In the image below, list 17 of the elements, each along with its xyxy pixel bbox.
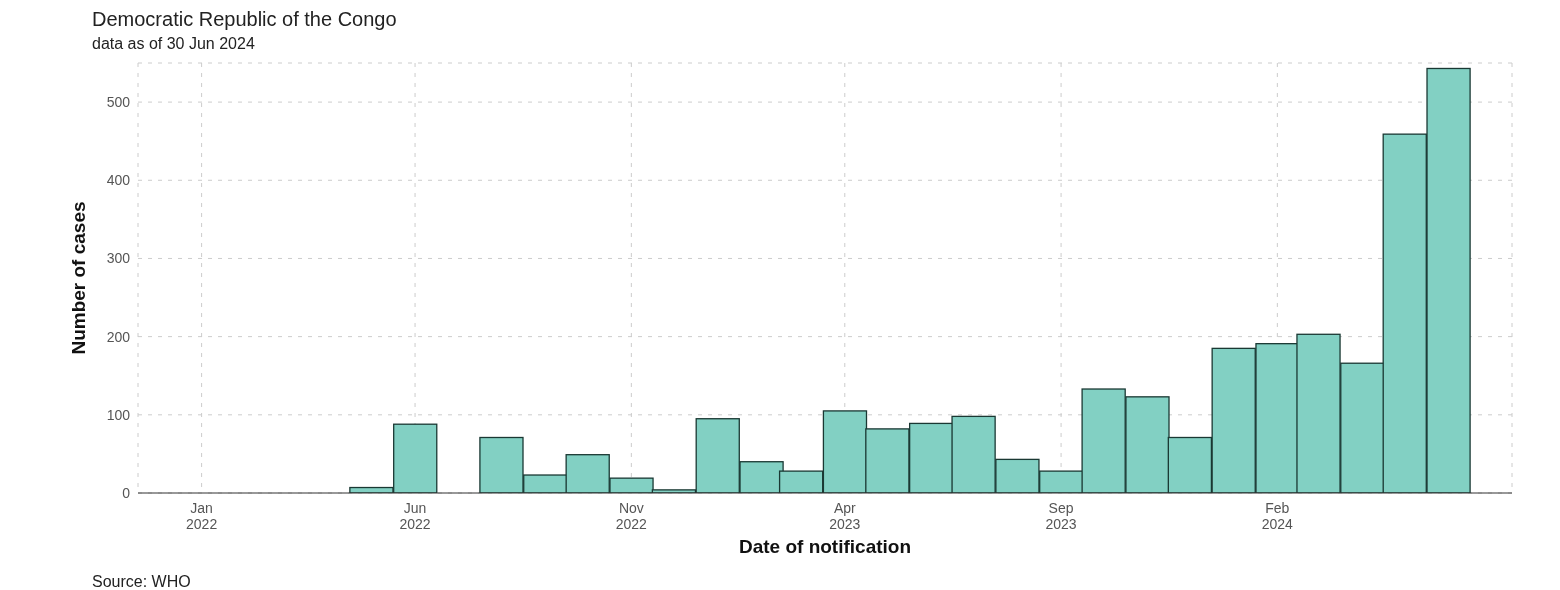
chart-subtitle: data as of 30 Jun 2024 xyxy=(92,35,256,53)
y-tick-label: 0 xyxy=(122,484,131,501)
y-tick-label: 400 xyxy=(106,172,131,189)
x-tick-label: Sep 2023 xyxy=(1045,500,1077,532)
x-tick-label: Jan 2022 xyxy=(186,500,218,532)
y-tick-label: 100 xyxy=(106,406,131,423)
chart-title: Democratic Republic of the Congo xyxy=(92,8,398,31)
y-tick-label: 300 xyxy=(106,250,131,267)
x-axis-title: Date of notification xyxy=(738,536,912,557)
x-tick-label: Apr 2023 xyxy=(829,500,861,532)
x-tick-label: Jun 2022 xyxy=(399,500,431,532)
y-tick-label: 500 xyxy=(106,94,131,111)
x-tick-label: Feb 2024 xyxy=(1261,500,1294,532)
y-axis-title: Number of cases xyxy=(67,201,89,355)
source-note: Source: WHO xyxy=(92,573,192,590)
x-tick-label: Nov 2022 xyxy=(615,500,648,532)
y-tick-label: 200 xyxy=(106,328,131,345)
